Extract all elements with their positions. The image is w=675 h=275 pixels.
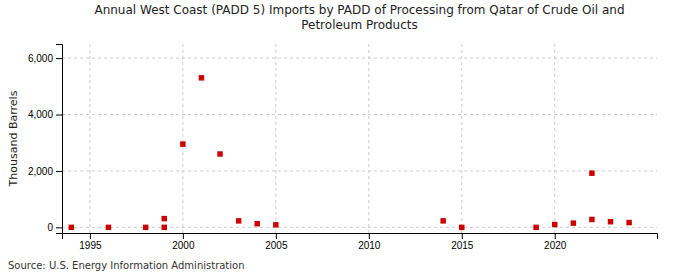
y-tick: 4,000 (28, 109, 62, 120)
y-tick: 0 (47, 222, 62, 233)
y-tick-mark (56, 227, 62, 228)
x-tick-mark (276, 233, 277, 239)
x-tick: 2000 (172, 233, 195, 251)
y-tick: 2,000 (28, 166, 62, 177)
x-tick: 2015 (451, 233, 474, 251)
title-line: Petroleum Products (301, 18, 418, 32)
x-tick: 1995 (79, 233, 102, 251)
y-grid-line (62, 227, 657, 228)
point (180, 141, 185, 146)
point (217, 151, 222, 156)
y-grid-line (62, 58, 657, 59)
x-tick-label: 1995 (79, 240, 102, 251)
point (459, 225, 464, 230)
x-tick-mark (462, 233, 463, 239)
points (69, 75, 632, 230)
y-tick-label: 2,000 (28, 166, 53, 177)
x-grid-line (275, 44, 276, 233)
point (533, 225, 538, 230)
title-line: Annual West Coast (PADD 5) Imports by PA… (94, 3, 624, 17)
y-axis-label: Thousand Barrels (7, 90, 20, 187)
point (440, 218, 445, 223)
x-tick-label: 2015 (451, 240, 474, 251)
y-tick-label: 0 (47, 222, 53, 233)
point (589, 217, 594, 222)
y-grid-line (62, 170, 657, 171)
y-tick-mark (56, 115, 62, 116)
x-tick-mark (369, 233, 370, 239)
x-tick: 2010 (358, 233, 381, 251)
x-grid-line (89, 44, 90, 233)
y-tick-mark (56, 58, 62, 59)
title: Annual West Coast (PADD 5) Imports by PA… (94, 3, 624, 32)
x-grid-line (554, 44, 555, 233)
y-grid-line (62, 114, 657, 115)
chart: 1995 2000 2005 2010 2015 2020 0 2,000 4,000 6,000… (0, 0, 675, 275)
plot-area: 1995 2000 2005 2010 2015 2020 0 2,000 4,000 6,000 (28, 44, 658, 251)
point (236, 218, 241, 223)
x-tick-mark (555, 233, 556, 239)
x-axis: 1995 2000 2005 2010 2015 2020 (63, 233, 658, 251)
y-tick-label: 6,000 (28, 53, 53, 64)
point (162, 216, 167, 221)
x-tick: 2020 (544, 233, 567, 251)
x-axis-line (63, 234, 658, 240)
point (106, 225, 111, 230)
y-axis-line (56, 45, 63, 234)
grid (62, 44, 657, 233)
y-axis: 0 2,000 4,000 6,000 (28, 45, 63, 234)
y-tick-mark (56, 171, 62, 172)
point (254, 221, 259, 226)
point (571, 220, 576, 225)
x-grid-line (368, 44, 369, 233)
y-tick-label: 4,000 (28, 109, 53, 120)
x-tick-label: 2020 (544, 240, 567, 251)
point (608, 219, 613, 224)
x-tick-label: 2000 (172, 240, 195, 251)
point (273, 222, 278, 227)
point (626, 220, 631, 225)
point (162, 225, 167, 230)
x-tick-label: 2005 (265, 240, 288, 251)
x-tick-mark (90, 233, 91, 239)
x-tick: 2005 (265, 233, 288, 251)
point (69, 225, 74, 230)
source-annotation: Source: U.S. Energy Information Administ… (8, 260, 245, 271)
point (589, 170, 594, 175)
x-tick-label: 2010 (358, 240, 381, 251)
x-tick-mark (183, 233, 184, 239)
point (143, 225, 148, 230)
y-tick: 6,000 (28, 53, 62, 64)
x-grid-line (182, 44, 183, 233)
point (552, 222, 557, 227)
x-grid-line (461, 44, 462, 233)
point (199, 75, 204, 80)
